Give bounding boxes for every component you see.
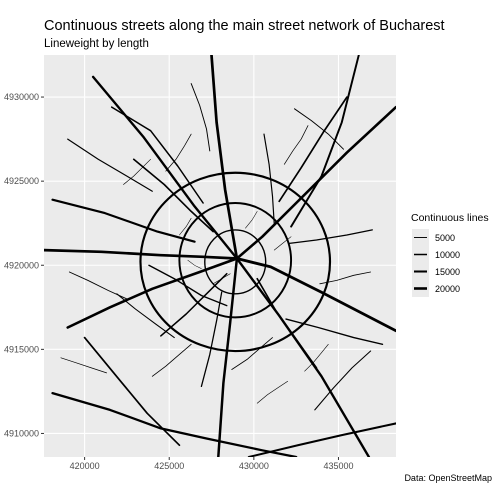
legend-label: 10000 (435, 250, 460, 260)
x-tick-label: 425000 (154, 461, 184, 471)
legend-label: 20000 (435, 284, 460, 294)
data-source-caption: Data: OpenStreetMap (404, 473, 492, 483)
y-tick-label: 4930000 (4, 92, 39, 102)
y-tick-label: 4925000 (4, 176, 39, 186)
x-tick-label: 435000 (323, 461, 353, 471)
y-tick-label: 4920000 (4, 260, 39, 270)
x-tick-label: 420000 (70, 461, 100, 471)
y-tick-label: 4915000 (4, 344, 39, 354)
y-axis: 4910000 4915000 4920000 4925000 4930000 (4, 92, 44, 438)
x-axis: 420000 425000 430000 435000 (70, 457, 354, 471)
x-tick-label: 430000 (239, 461, 269, 471)
legend-label: 15000 (435, 267, 460, 277)
legend: Continuous lines 5000 10000 15000 20000 (411, 212, 489, 297)
y-tick-label: 4910000 (4, 428, 39, 438)
legend-label: 5000 (435, 233, 455, 243)
legend-title: Continuous lines (411, 212, 489, 224)
